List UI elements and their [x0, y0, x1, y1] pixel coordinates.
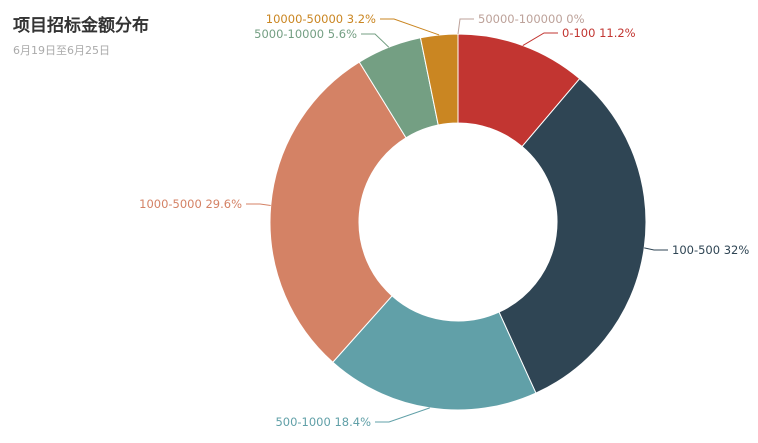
- slice-10000-50000[interactable]: [419, 33, 459, 126]
- leader-line-0-100: [522, 32, 558, 46]
- slice-100-500[interactable]: [498, 77, 647, 394]
- slice-label-100-500: 100-500 32%: [672, 243, 749, 257]
- slice-label-10000-50000: 10000-50000 3.2%: [266, 12, 376, 26]
- leader-line-500-1000: [375, 407, 430, 423]
- leader-line-1000-5000: [246, 203, 271, 206]
- leader-line-100-500: [644, 247, 668, 251]
- leader-line-50000-100000: [457, 18, 474, 35]
- chart-title: 项目招标金额分布: [13, 16, 149, 36]
- slice-1000-5000[interactable]: [269, 61, 407, 363]
- slice-label-1000-5000: 1000-5000 29.6%: [139, 197, 242, 211]
- leader-line-10000-50000: [380, 18, 440, 36]
- slice-label-5000-10000: 5000-10000 5.6%: [254, 27, 357, 41]
- slice-label-50000-100000: 50000-100000 0%: [478, 12, 585, 26]
- slice-500-1000[interactable]: [332, 295, 537, 411]
- chart-subtitle: 6月19日至6月25日: [13, 44, 110, 57]
- slice-label-0-100: 0-100 11.2%: [562, 26, 636, 40]
- slice-label-500-1000: 500-1000 18.4%: [275, 415, 371, 429]
- leader-line-5000-10000: [361, 33, 390, 48]
